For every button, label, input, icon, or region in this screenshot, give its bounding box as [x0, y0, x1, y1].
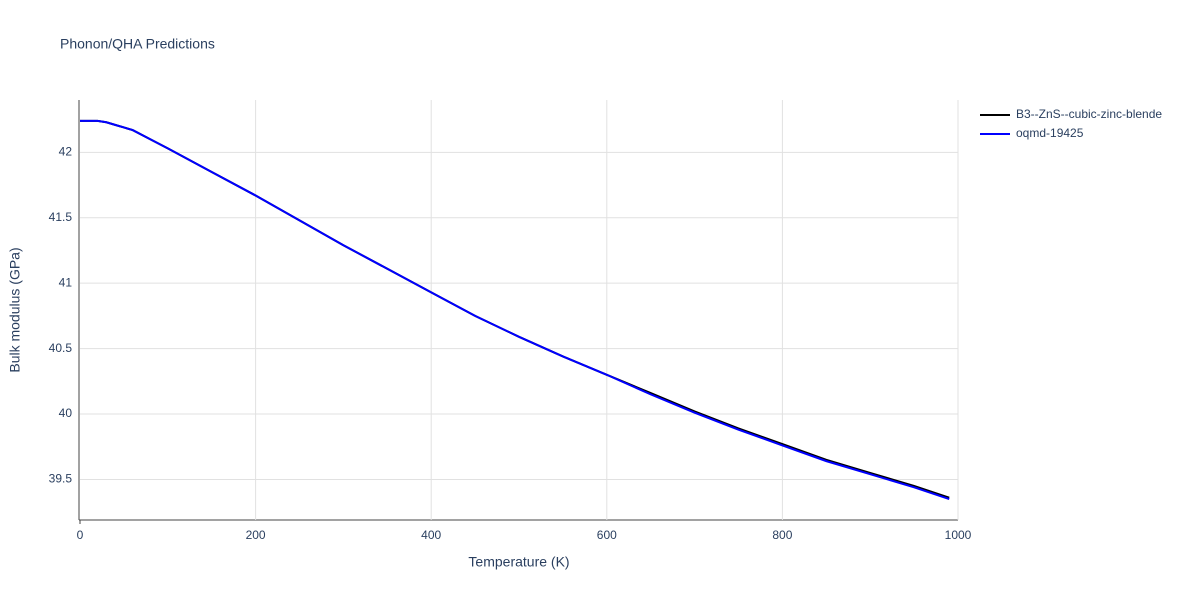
x-tick-label: 200	[246, 528, 266, 542]
chart-title: Phonon/QHA Predictions	[60, 36, 215, 52]
x-axis-label: Temperature (K)	[468, 554, 569, 570]
legend-label: oqmd-19425	[1016, 126, 1084, 140]
x-tick-label: 400	[421, 528, 441, 542]
x-tick-label: 600	[597, 528, 617, 542]
y-tick-label: 42	[59, 145, 73, 159]
x-tick-label: 0	[77, 528, 84, 542]
x-tick-label: 800	[772, 528, 792, 542]
x-tick-label: 1000	[945, 528, 972, 542]
line-series	[80, 119, 950, 499]
y-tick-label: 39.5	[49, 472, 73, 486]
legend-label: B3--ZnS--cubic-zinc-blende	[1016, 107, 1162, 121]
y-tick-label: 40.5	[49, 341, 73, 355]
y-axis-label: Bulk modulus (GPa)	[7, 247, 23, 372]
y-tick-label: 41	[59, 275, 73, 289]
line-series	[80, 119, 950, 501]
y-tick-label: 41.5	[49, 210, 73, 224]
y-tick-label: 40	[59, 406, 73, 420]
